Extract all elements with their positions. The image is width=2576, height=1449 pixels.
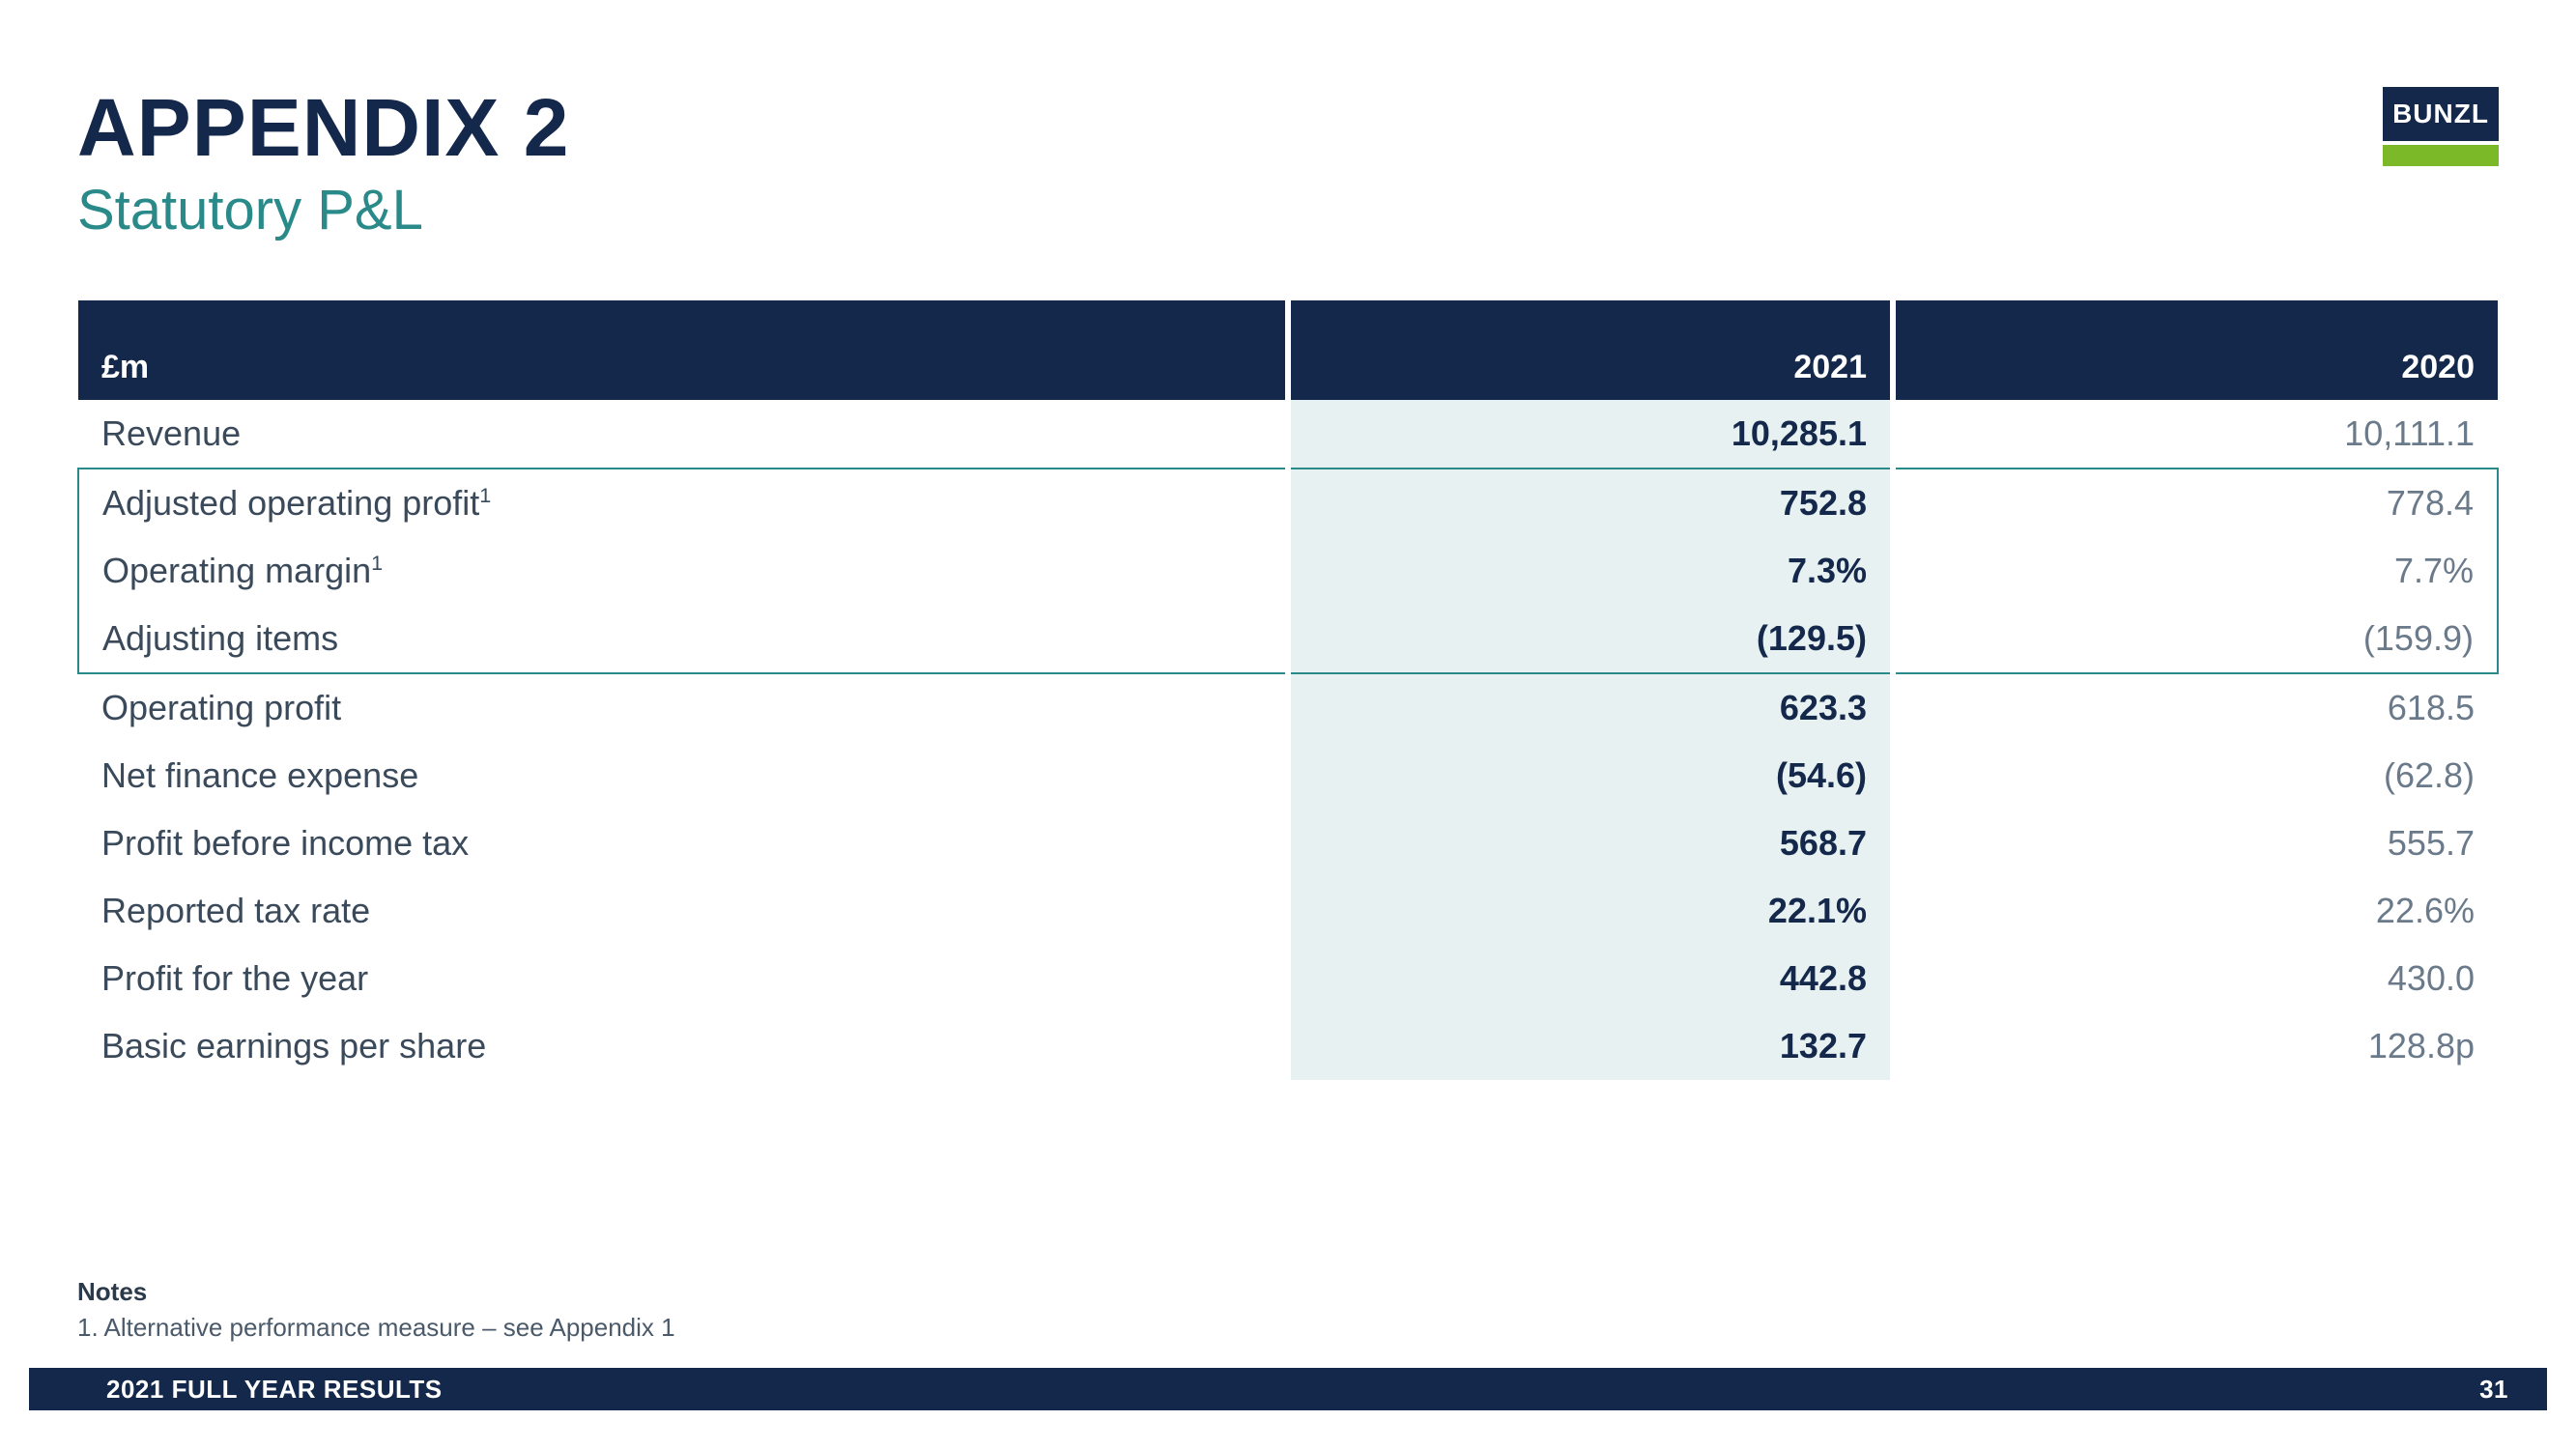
title-block: APPENDIX 2 Statutory P&L [77,87,570,242]
table-row: Adjusted operating profit1752.8778.4 [78,469,2498,537]
cell-2020: (62.8) [1893,742,2498,810]
row-label: Adjusting items [78,605,1288,673]
pl-table-wrap: £m 2021 2020 Revenue10,285.110,111.1Adju… [77,300,2499,1080]
row-label: Basic earnings per share [78,1012,1288,1080]
row-label: Profit for the year [78,945,1288,1012]
row-label: Adjusted operating profit1 [78,469,1288,537]
table-row: Revenue10,285.110,111.1 [78,400,2498,469]
table-row: Operating margin17.3%7.7% [78,537,2498,605]
cell-2021: 568.7 [1288,810,1893,877]
col-header-2020: 2020 [1893,339,2498,400]
logo-text: BUNZL [2383,87,2499,141]
bunzl-logo: BUNZL [2383,87,2499,166]
table-row: Operating profit623.3618.5 [78,673,2498,742]
table-row: Reported tax rate22.1%22.6% [78,877,2498,945]
footer-left: 2021 FULL YEAR RESULTS [106,1375,443,1405]
cell-2020: 10,111.1 [1893,400,2498,469]
row-label: Net finance expense [78,742,1288,810]
cell-2021: 22.1% [1288,877,1893,945]
cell-2021: 752.8 [1288,469,1893,537]
pl-table: £m 2021 2020 Revenue10,285.110,111.1Adju… [77,300,2499,1080]
row-label: Revenue [78,400,1288,469]
cell-2021: 442.8 [1288,945,1893,1012]
cell-2021: (129.5) [1288,605,1893,673]
table-row: Basic earnings per share132.7128.8p [78,1012,2498,1080]
cell-2021: 132.7 [1288,1012,1893,1080]
unit-label: £m [78,339,1288,400]
table-header-row: £m 2021 2020 [78,339,2498,400]
table-header-spacer [78,300,2498,339]
table-row: Adjusting items(129.5)(159.9) [78,605,2498,673]
col-header-2021: 2021 [1288,339,1893,400]
cell-2020: (159.9) [1893,605,2498,673]
cell-2020: 618.5 [1893,673,2498,742]
cell-2021: 623.3 [1288,673,1893,742]
cell-2021: 7.3% [1288,537,1893,605]
header-row: APPENDIX 2 Statutory P&L BUNZL [77,87,2499,242]
table-row: Net finance expense(54.6)(62.8) [78,742,2498,810]
logo-green-bar [2383,145,2499,166]
table-row: Profit for the year442.8430.0 [78,945,2498,1012]
row-label: Operating profit [78,673,1288,742]
table-body: Revenue10,285.110,111.1Adjusted operatin… [78,400,2498,1080]
cell-2021: 10,285.1 [1288,400,1893,469]
cell-2020: 778.4 [1893,469,2498,537]
cell-2020: 555.7 [1893,810,2498,877]
cell-2020: 22.6% [1893,877,2498,945]
footer-page-number: 31 [2479,1375,2508,1405]
table-row: Profit before income tax568.7555.7 [78,810,2498,877]
page-subtitle: Statutory P&L [77,178,570,242]
row-label: Reported tax rate [78,877,1288,945]
notes-line: 1. Alternative performance measure – see… [77,1313,675,1343]
footer-bar: 2021 FULL YEAR RESULTS 31 [29,1368,2547,1410]
cell-2021: (54.6) [1288,742,1893,810]
cell-2020: 430.0 [1893,945,2498,1012]
slide: APPENDIX 2 Statutory P&L BUNZL £m 2021 2… [0,0,2576,1449]
notes-block: Notes 1. Alternative performance measure… [77,1277,675,1343]
row-label: Operating margin1 [78,537,1288,605]
row-label: Profit before income tax [78,810,1288,877]
cell-2020: 7.7% [1893,537,2498,605]
page-title: APPENDIX 2 [77,87,570,168]
notes-title: Notes [77,1277,675,1307]
cell-2020: 128.8p [1893,1012,2498,1080]
